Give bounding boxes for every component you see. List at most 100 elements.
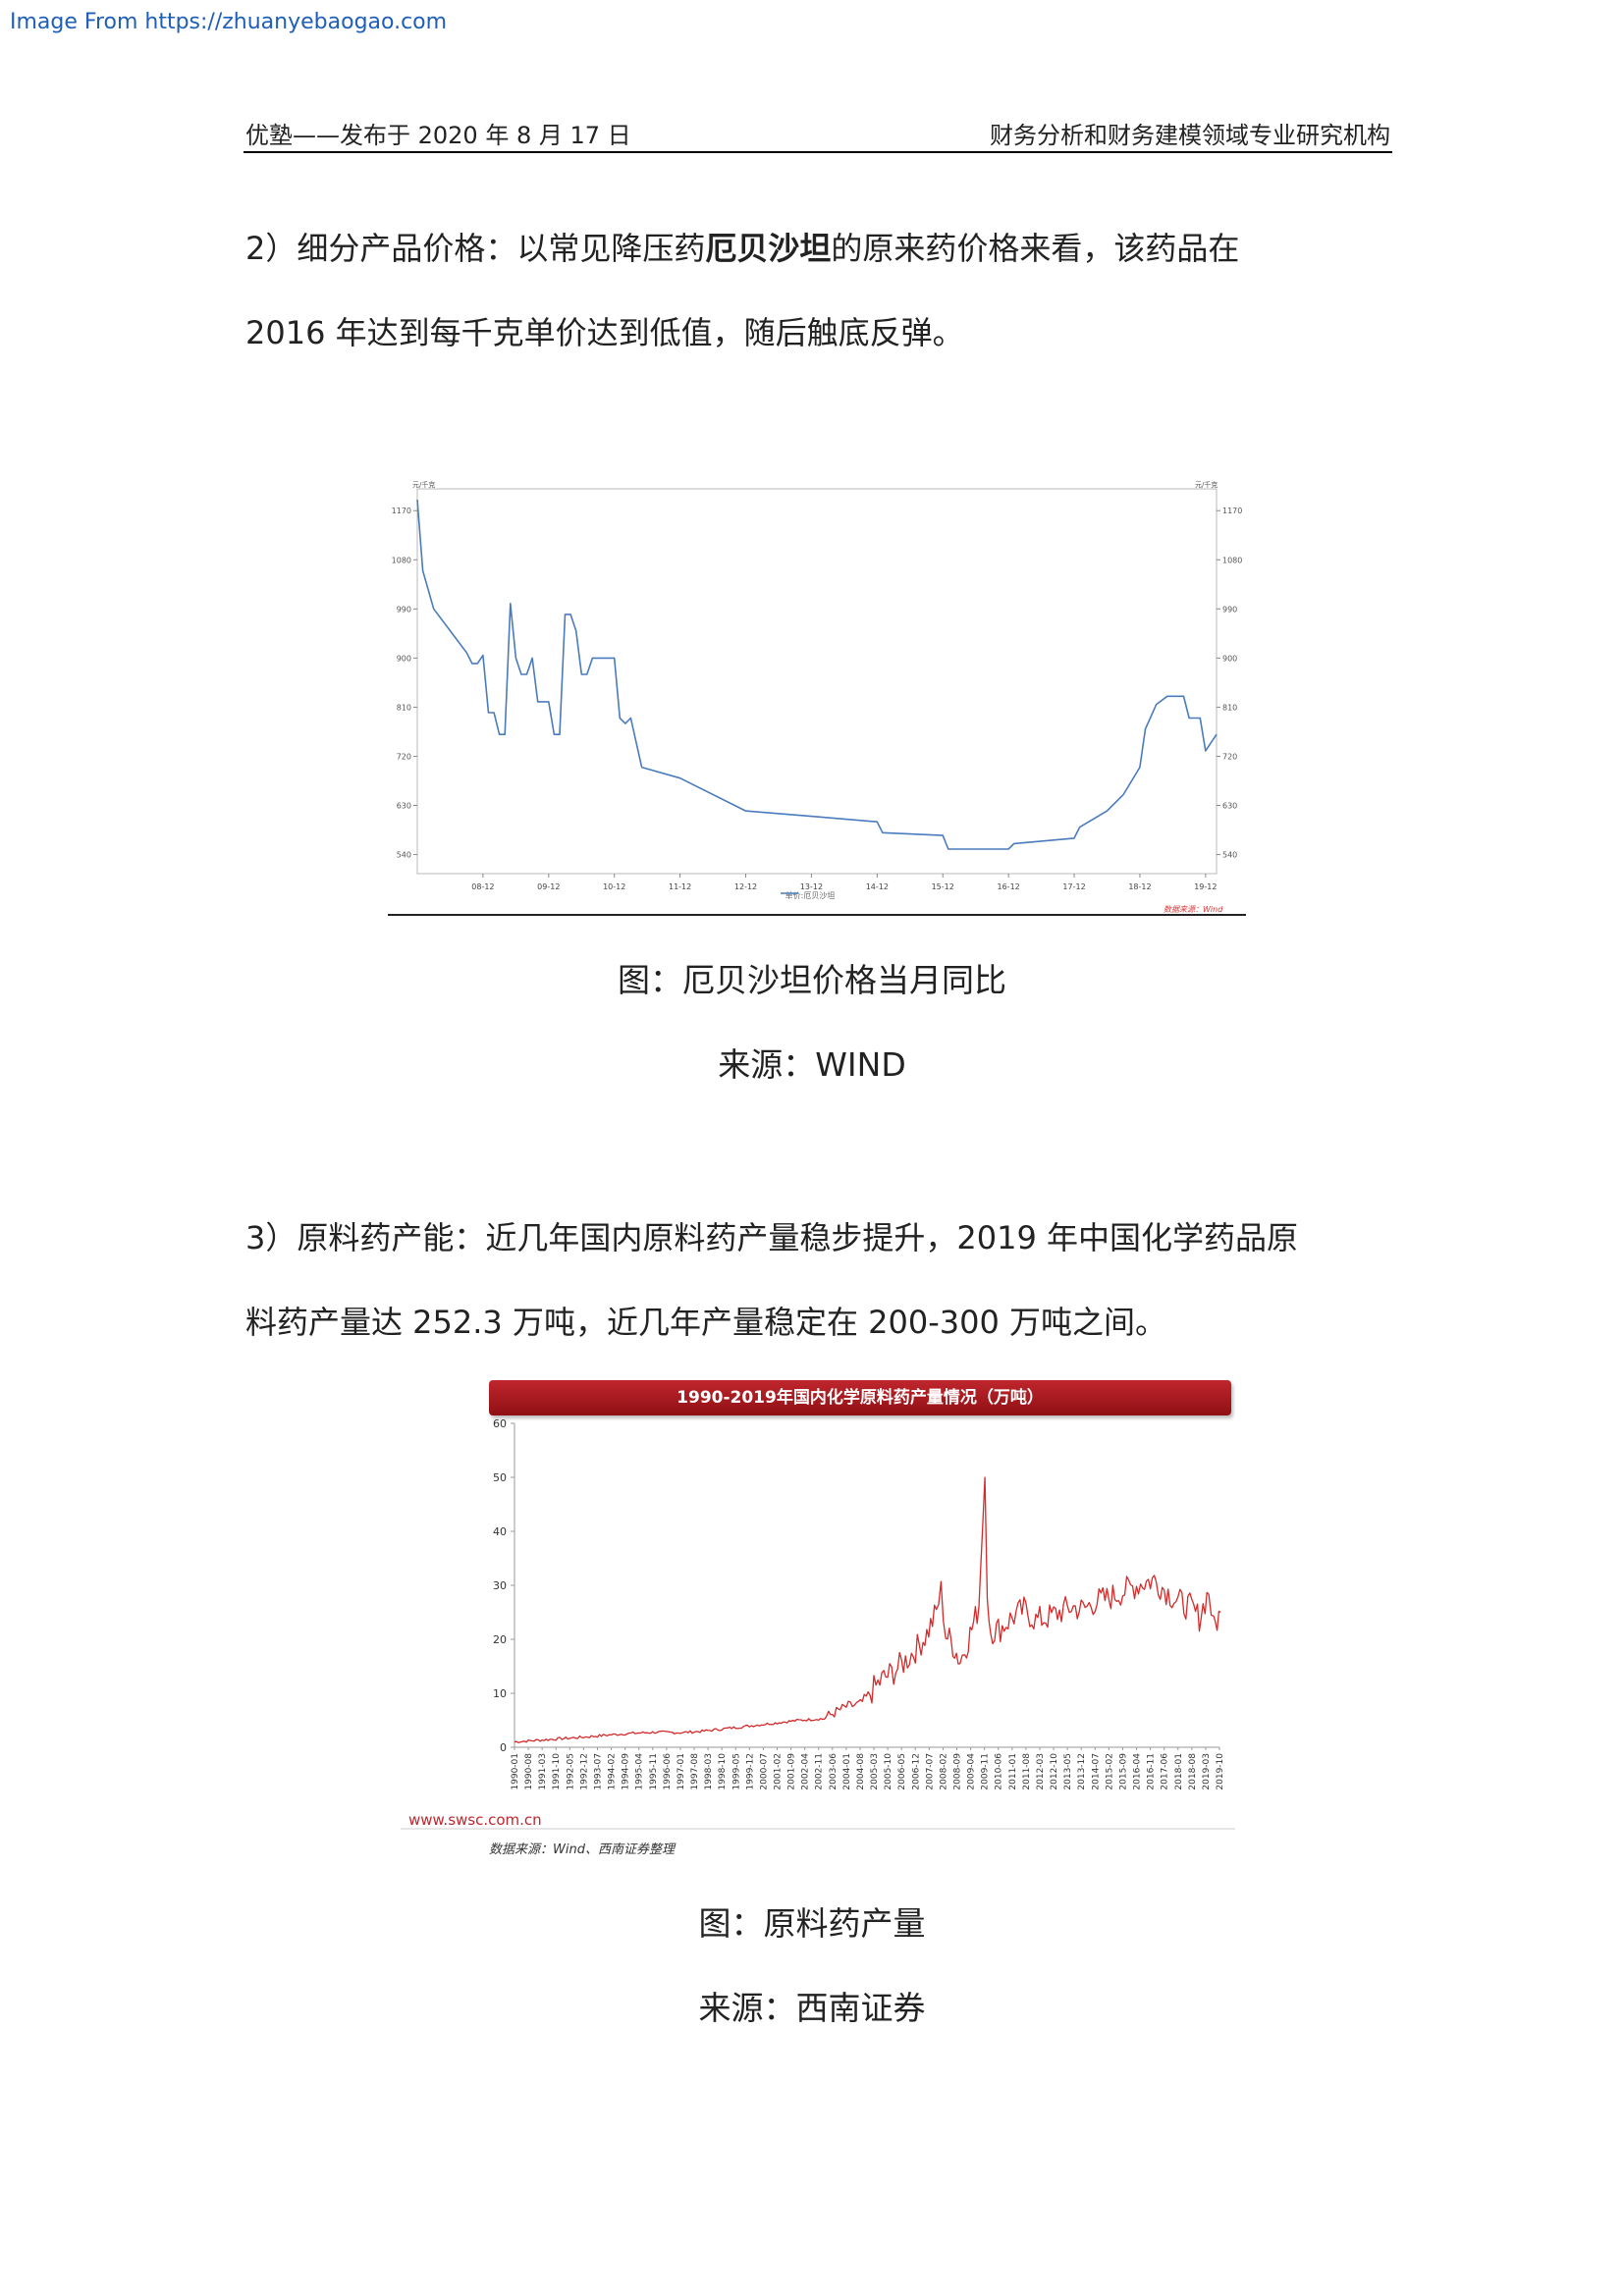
x-tick-label: 10-12 (603, 882, 625, 891)
x-tick-label: 2001-09 (787, 1753, 797, 1790)
x-tick-label: 1991-03 (538, 1753, 548, 1790)
watermark: Image From https://zhuanyebaogao.com (10, 10, 448, 34)
x-tick-label: 1995-11 (649, 1753, 659, 1790)
y-tick-label-left: 1080 (392, 556, 411, 564)
series-line-price (416, 500, 1218, 850)
x-tick-label: 2012-03 (1036, 1753, 1046, 1790)
y-tick-label-right: 810 (1222, 703, 1237, 712)
irbesartan-price-chart-svg: 元/千克 元/千克 单价:厄贝沙坦 数据来源：Wind 540 540 630 630… (388, 480, 1246, 916)
y-tick-label: 40 (493, 1525, 507, 1538)
y-tick-label: 0 (500, 1741, 507, 1754)
left-unit-label: 元/千克 (412, 480, 435, 489)
y-tick-label: 20 (493, 1633, 507, 1646)
x-tick-label: 2009-04 (967, 1753, 977, 1790)
x-tick-label: 2004-08 (856, 1753, 866, 1790)
right-unit-label: 元/千克 (1195, 480, 1218, 489)
x-tick-label: 1991-10 (552, 1753, 562, 1790)
header-rule (244, 151, 1392, 153)
y-tick-label-right: 990 (1222, 605, 1237, 614)
x-tick-label: 15-12 (932, 882, 954, 891)
x-tick-label: 1992-12 (579, 1753, 589, 1790)
x-tick-label: 1998-03 (704, 1753, 714, 1790)
y-tick-label-left: 810 (397, 703, 411, 712)
x-tick-label: 1993-07 (594, 1753, 604, 1790)
y-tick-label-left: 990 (397, 605, 411, 614)
x-tick-label: 2016-04 (1133, 1753, 1143, 1790)
x-tick-label: 14-12 (866, 882, 889, 891)
x-tick-label: 2019-03 (1202, 1753, 1212, 1790)
api-production-chart: www.swsc.com.cn 数据来源：Wind、西南证券整理 0 10 20 30… (401, 1367, 1235, 1860)
y-tick-label-right: 1080 (1222, 556, 1242, 564)
chart-title: 1990-2019年国内化学原料药产量情况（万吨） (489, 1380, 1231, 1415)
y-tick-label-right: 900 (1222, 654, 1237, 663)
y-tick-label-right: 540 (1222, 851, 1237, 860)
x-tick-label: 1994-02 (608, 1753, 618, 1790)
x-tick-label: 09-12 (537, 882, 560, 891)
x-tick-label: 12-12 (734, 882, 757, 891)
y-tick-label-left: 900 (397, 654, 411, 663)
x-tick-label: 1998-10 (718, 1753, 728, 1790)
x-tick-label: 2007-07 (925, 1753, 935, 1790)
x-tick-label: 2016-11 (1147, 1753, 1157, 1790)
plot-frame (416, 488, 1218, 875)
x-tick-label: 2010-06 (995, 1753, 1004, 1790)
paragraph-3-line-2: 料药产量达 252.3 万吨，近几年产量稳定在 200-300 万吨之间。 (245, 1304, 1167, 1341)
irbesartan-price-chart: 元/千克 元/千克 单价:厄贝沙坦 数据来源：Wind 540 540 630 630… (388, 479, 1246, 919)
x-tick-label: 2008-02 (939, 1753, 948, 1790)
x-tick-label: 2018-08 (1188, 1753, 1198, 1790)
y-tick-label-left: 540 (397, 851, 411, 860)
x-tick-label: 1996-06 (663, 1753, 673, 1790)
y-tick-label-right: 1170 (1222, 507, 1242, 515)
x-tick-label: 19-12 (1194, 882, 1217, 891)
x-tick-label: 1990-08 (524, 1753, 534, 1790)
x-tick-label: 1997-01 (677, 1753, 686, 1790)
x-tick-label: 2011-08 (1022, 1753, 1032, 1790)
x-tick-label: 1992-05 (566, 1753, 575, 1790)
x-tick-label: 2002-04 (801, 1753, 811, 1790)
x-tick-label: 2004-01 (842, 1753, 852, 1790)
x-tick-label: 2011-01 (1008, 1753, 1018, 1790)
x-tick-label: 2013-05 (1063, 1753, 1073, 1790)
x-tick-label: 13-12 (800, 882, 823, 891)
y-tick-label-left: 630 (397, 801, 411, 810)
x-tick-label: 2014-07 (1091, 1753, 1101, 1790)
paragraph-2-line-2: 2016 年达到每千克单价达到低值，随后触底反弹。 (245, 314, 964, 351)
x-tick-label: 11-12 (669, 882, 691, 891)
paragraph-2-line-1: 2）细分产品价格：以常见降压药厄贝沙坦的原来药价格来看，该药品在 (245, 224, 1239, 269)
x-tick-label: 1999-05 (731, 1753, 741, 1790)
x-tick-label: 2001-02 (774, 1753, 784, 1790)
x-tick-label: 2002-11 (815, 1753, 825, 1790)
x-tick-label: 2006-05 (897, 1753, 907, 1790)
x-tick-label: 2015-02 (1105, 1753, 1114, 1790)
header-right: 财务分析和财务建模领域专业研究机构 (990, 122, 1390, 149)
x-tick-label: 1999-12 (745, 1753, 755, 1790)
x-tick-label: 1994-09 (622, 1753, 631, 1790)
x-tick-label: 1995-04 (635, 1753, 645, 1790)
x-tick-label: 2019-10 (1216, 1753, 1225, 1790)
x-tick-label: 2008-09 (953, 1753, 963, 1790)
y-tick-label-left: 1170 (392, 507, 411, 515)
figure-1-source: 来源：WIND (718, 1045, 906, 1084)
series-line-production (514, 1476, 1221, 1743)
x-tick-label: 1997-08 (690, 1753, 700, 1790)
x-tick-label: 16-12 (998, 882, 1020, 891)
x-tick-label: 2000-07 (759, 1753, 769, 1790)
x-tick-label: 17-12 (1062, 882, 1085, 891)
y-tick-label: 60 (493, 1417, 507, 1430)
figure-2-source: 来源：西南证券 (698, 1989, 926, 2027)
x-tick-label: 2005-10 (884, 1753, 893, 1790)
x-tick-label: 2006-12 (911, 1753, 921, 1790)
x-tick-label: 18-12 (1128, 882, 1151, 891)
x-tick-label: 2013-12 (1077, 1753, 1087, 1790)
x-tick-label: 2015-09 (1119, 1753, 1129, 1790)
chart-legend: 单价:厄贝沙坦 (785, 890, 836, 900)
y-tick-label: 50 (493, 1471, 507, 1484)
chart-source-note: 数据来源：Wind、西南证券整理 (489, 1842, 677, 1857)
y-tick-label: 10 (493, 1687, 507, 1700)
y-tick-label-left: 720 (397, 752, 411, 761)
x-tick-label: 2005-03 (870, 1753, 880, 1790)
paragraph-text: 2）细分产品价格：以常见降压药 (245, 230, 706, 267)
chart-watermark: www.swsc.com.cn (408, 1811, 542, 1829)
api-production-chart-svg: www.swsc.com.cn 数据来源：Wind、西南证券整理 0 10 20 30… (401, 1417, 1235, 1857)
figure-2-caption: 图：原料药产量 (698, 1904, 926, 1943)
